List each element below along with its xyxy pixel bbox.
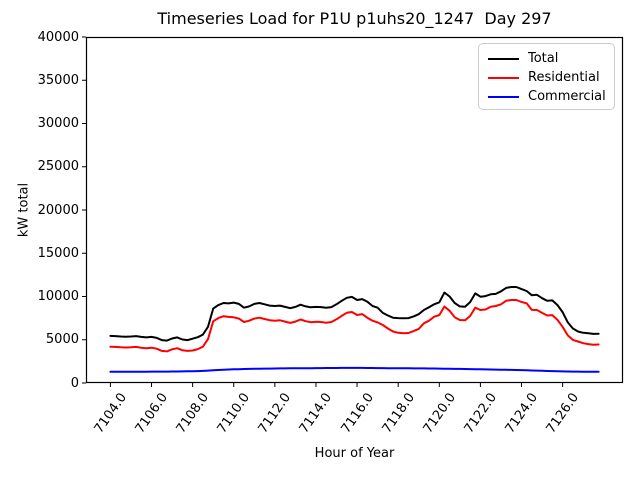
x-axis-label: Hour of Year	[314, 446, 395, 461]
legend-label-commercial: Commercial	[528, 89, 606, 104]
legend-item-total: Total	[479, 49, 614, 68]
legend-line-residential-icon	[488, 76, 519, 79]
legend: Total Residential Commercial	[478, 43, 615, 110]
series-line-residential	[109, 299, 600, 353]
legend-line-commercial-icon	[488, 95, 519, 98]
series-line-commercial	[109, 366, 600, 373]
y-tick-label: 0	[70, 375, 79, 391]
axes-spines	[85, 36, 624, 384]
y-tick-label: 25000	[37, 159, 79, 175]
y-tick-label: 15000	[37, 245, 79, 261]
y-tick-label: 20000	[37, 202, 79, 218]
legend-label-residential: Residential	[528, 70, 600, 85]
chart-title: Timeseries Load for P1U p1uhs20_1247 Day…	[157, 9, 552, 28]
y-tick-label: 10000	[37, 289, 79, 304]
y-tick-label: 35000	[37, 72, 79, 88]
legend-item-commercial: Commercial	[479, 87, 614, 106]
y-tick-label: 30000	[37, 116, 79, 131]
legend-item-residential: Residential	[479, 68, 614, 87]
y-tick-label: 5000	[45, 332, 79, 348]
series-line-total	[109, 286, 600, 342]
legend-line-total-icon	[488, 57, 519, 60]
legend-label-total: Total	[528, 51, 559, 66]
y-tick-label: 40000	[37, 29, 79, 45]
